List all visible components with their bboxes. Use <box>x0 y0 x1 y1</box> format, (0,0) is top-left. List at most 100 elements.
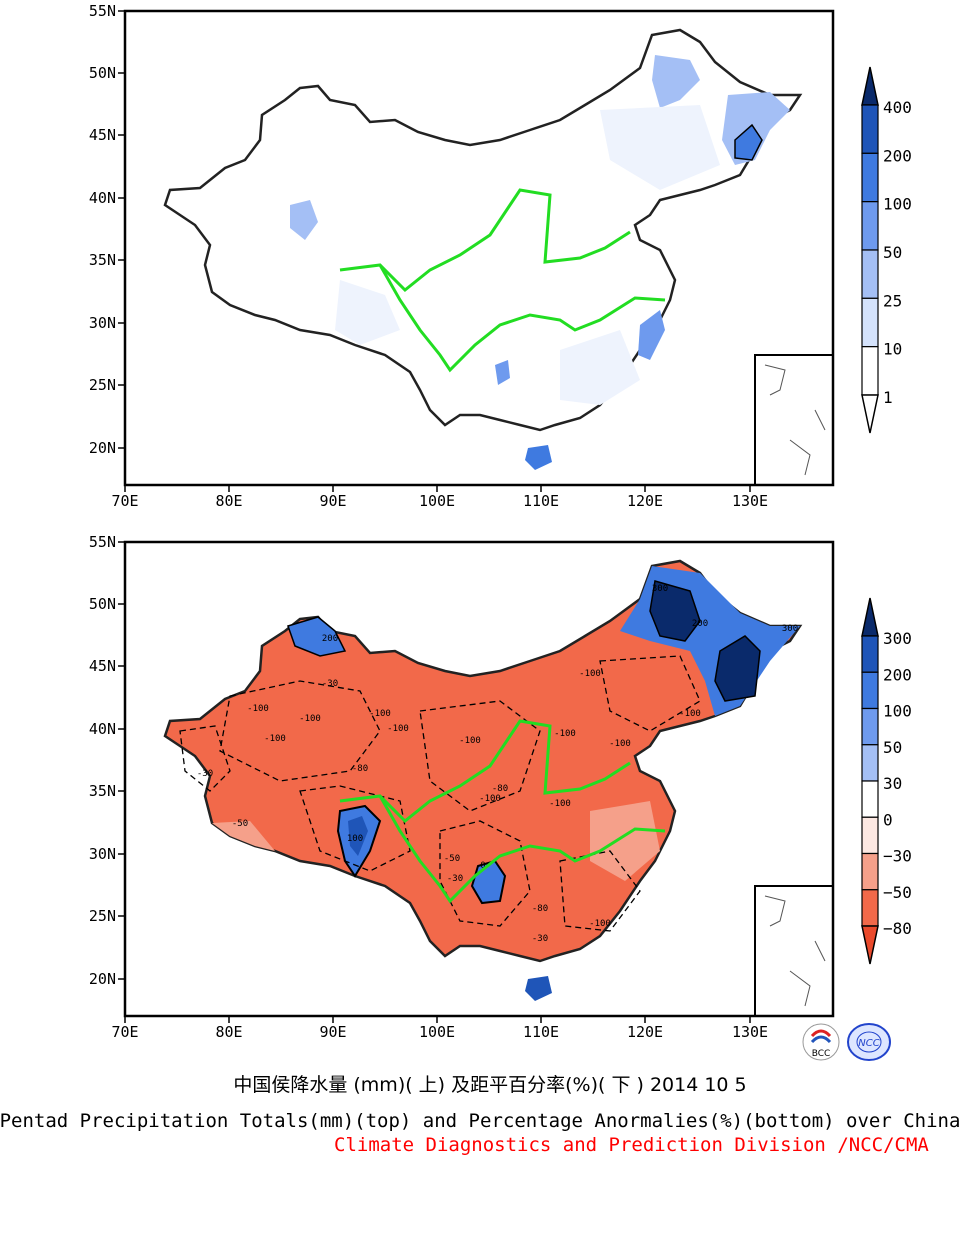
colorbar-label: −80 <box>883 919 912 938</box>
lat-label: 30N <box>89 314 116 332</box>
yellow-river-bottom <box>339 719 631 824</box>
top-lat-axis: 55N 50N 45N 40N 35N 30N 25N 20N <box>89 2 125 457</box>
contour-label: -100 <box>589 919 611 929</box>
contour-label: -80 <box>352 764 368 774</box>
bottom-map-frame <box>123 540 835 1018</box>
anomaly-ne-core-2 <box>714 635 761 702</box>
contour-label: 0 <box>480 861 485 871</box>
credit-line: Climate Diagnostics and Prediction Divis… <box>334 1134 929 1156</box>
contour-label: -100 <box>369 709 391 719</box>
contour-label: -30 <box>447 874 463 884</box>
chinese-title: 中国侯降水量 (mm)( 上) 及距平百分率(%)( 下 ) 2014 10 5 <box>233 1074 747 1096</box>
colorbar-arrow-bottom <box>861 394 879 434</box>
contour-lines <box>179 655 701 932</box>
lon-label: 80E <box>215 1023 242 1041</box>
bottom-lat-axis: 55N 50N 45N 40N 35N 30N 25N 20N <box>89 533 125 988</box>
contour-label: -100 <box>609 739 631 749</box>
anomaly-hainan-positive <box>525 976 552 1001</box>
colorbar-box <box>861 152 879 203</box>
contour-label: -100 <box>247 704 269 714</box>
contour-label: -50 <box>444 854 460 864</box>
lat-label: 55N <box>89 533 116 551</box>
colorbar-box <box>861 201 879 251</box>
china-outline-top <box>163 28 803 432</box>
lat-label: 40N <box>89 720 116 738</box>
lat-label: 40N <box>89 189 116 207</box>
inset-coast-bottom <box>764 895 826 1007</box>
contour-label-group: -100 -100 -100 -100 -100 -100 -100 -80 -100 -50 -3… <box>197 584 798 944</box>
contour-label: -30 <box>532 934 548 944</box>
precip-area-north <box>652 55 700 108</box>
colorbar-label: 100 <box>883 702 912 721</box>
lon-label: 90E <box>319 1023 346 1041</box>
colorbar-label: 300 <box>883 629 912 648</box>
contour-label: -30 <box>322 679 338 689</box>
contour-label: -100 <box>579 669 601 679</box>
lon-label: 130E <box>732 492 768 510</box>
contour-label: 300 <box>782 624 798 634</box>
colorbar-label: 50 <box>883 738 902 757</box>
contour-label: 200 <box>322 634 338 644</box>
precip-area-sw <box>495 360 510 385</box>
lon-label: 90E <box>319 492 346 510</box>
contour-label: -100 <box>264 734 286 744</box>
lat-label: 30N <box>89 845 116 863</box>
colorbar-label: 10 <box>883 340 902 359</box>
anomaly-nw-positive <box>287 616 347 657</box>
lon-label: 120E <box>627 492 663 510</box>
precip-area-east <box>638 310 665 360</box>
colorbar-label: 200 <box>883 665 912 684</box>
colorbar-label: −30 <box>883 847 912 866</box>
lon-label: 80E <box>215 492 242 510</box>
contour-label: -100 <box>679 709 701 719</box>
bcc-logo: BCC <box>802 1023 840 1061</box>
colorbar-label: −50 <box>883 883 912 902</box>
precip-area-light-n <box>600 105 720 190</box>
bottom-map-panel: -100 -100 -100 -100 -100 -100 -100 -80 -100 -50 -3… <box>89 533 912 1041</box>
colorbar-box <box>861 297 879 348</box>
colorbar-box <box>861 852 879 891</box>
colorbar-label: 400 <box>883 98 912 117</box>
colorbar-label: 30 <box>883 774 902 793</box>
anomaly-light-east <box>590 801 660 881</box>
ncc-logo-text: NCC <box>858 1038 879 1049</box>
lat-label: 20N <box>89 439 116 457</box>
contour-label: -100 <box>549 799 571 809</box>
colorbar-box <box>861 707 879 746</box>
inset-coast-top <box>764 364 826 476</box>
bcc-logo-text: BCC <box>812 1049 831 1059</box>
colorbar-box <box>861 635 879 673</box>
colorbar-box <box>861 346 879 396</box>
top-map-frame <box>123 9 835 487</box>
contour-label: -80 <box>532 904 548 914</box>
colorbar-label: 1 <box>883 388 893 407</box>
yellow-river-top <box>339 188 631 293</box>
colorbar-box <box>861 671 879 710</box>
lon-label: 100E <box>419 492 455 510</box>
lat-label: 45N <box>89 126 116 144</box>
contour-label: -100 <box>479 794 501 804</box>
contour-label: -100 <box>459 736 481 746</box>
precip-area-light-e <box>560 330 640 405</box>
colorbar-arrow-top <box>861 66 879 106</box>
anomaly-ne-core <box>649 580 701 642</box>
contour-label: -100 <box>554 729 576 739</box>
contour-label: -30 <box>197 769 213 779</box>
lat-label: 25N <box>89 907 116 925</box>
lon-label: 110E <box>523 1023 559 1041</box>
contour-label: 100 <box>347 834 363 844</box>
colorbar-box <box>861 780 879 818</box>
precip-area-hainan <box>525 445 552 470</box>
anomaly-light-sw <box>212 821 275 851</box>
colorbar-label: 25 <box>883 291 902 310</box>
lat-label: 35N <box>89 782 116 800</box>
ncc-logo: NCC <box>847 1023 891 1061</box>
colorbar-label: 200 <box>883 146 912 165</box>
bottom-lon-axis: 70E 80E 90E 100E 110E 120E 130E <box>111 1016 768 1041</box>
precip-area-ne <box>722 92 790 165</box>
anomaly-tibet-core <box>348 816 368 856</box>
lat-label: 35N <box>89 251 116 269</box>
english-title: Pentad Precipitation Totals(mm)(top) and… <box>0 1110 960 1132</box>
